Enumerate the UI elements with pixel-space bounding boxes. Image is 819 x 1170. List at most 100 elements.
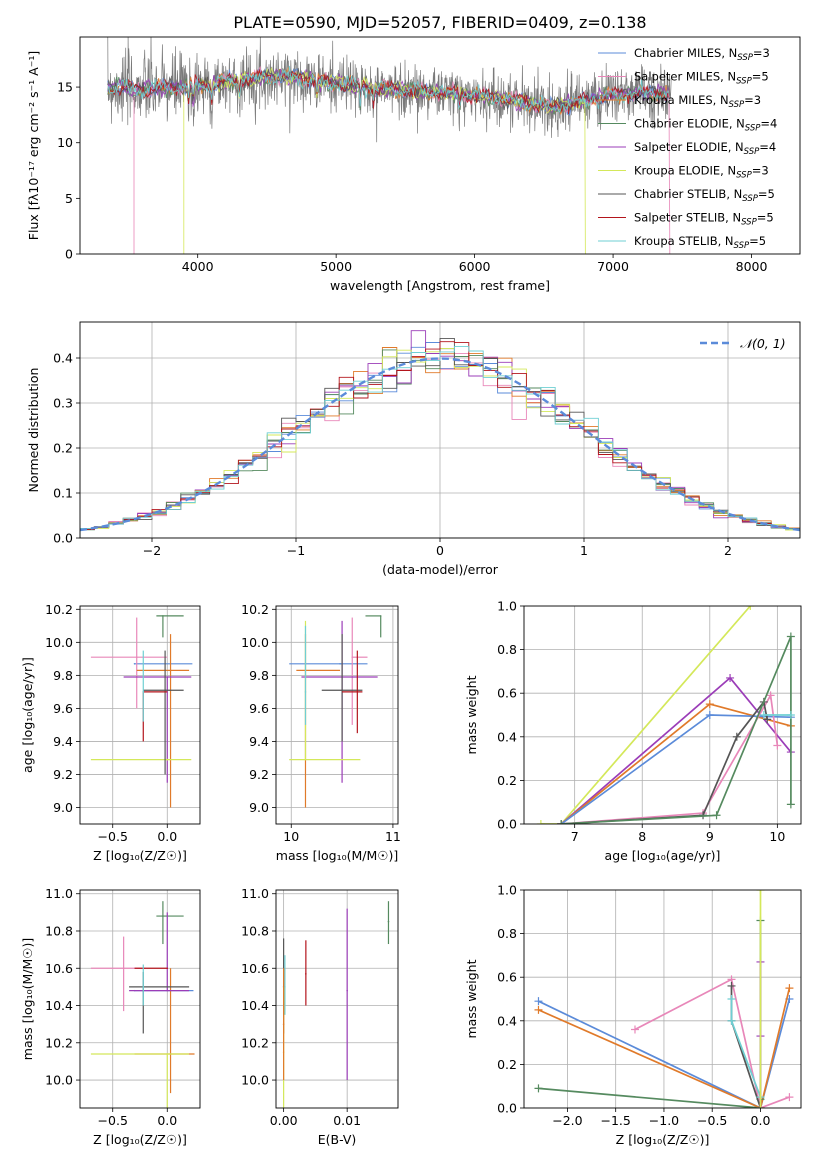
legend-label: Chabrier MILES, NSSP=3: [634, 46, 770, 63]
x-tick-label: −0.5: [98, 1113, 128, 1128]
point-kroupa_stelib: [304, 691, 307, 693]
y-tick-label: 0.4: [53, 351, 73, 366]
x-tick-label: −1: [287, 543, 305, 558]
gaussian-curve: [80, 357, 800, 532]
plot-area: [107, 37, 672, 254]
y-tick-label: 9.8: [249, 668, 269, 683]
x-tick-label: −2.0: [552, 1113, 582, 1128]
plot-area: [80, 890, 200, 1108]
y-tick-label: 10.0: [45, 1073, 73, 1088]
y-axis-label: mass weight: [464, 675, 479, 754]
model-line-kroupa_stelib: [107, 65, 669, 113]
x-axis-label: wavelength [Angstrom, rest frame]: [330, 278, 550, 293]
y-tick-label: 15: [57, 80, 73, 95]
axes-frame: [523, 889, 802, 1109]
y-tick-label: 0.0: [497, 817, 517, 832]
model-line-salpeter_stelib: [107, 68, 669, 114]
y-tick-label: 10.0: [241, 1073, 269, 1088]
panel-age_vs_Z: −0.5 0.0 9.0 9.2 9.4 9.6 9.8 10.0 10.2 Z [log₁₀(Z…: [20, 602, 201, 863]
weight-marker-chabrier_elodie: [786, 632, 795, 641]
weight-marker-salpeter_elodie: [726, 673, 735, 682]
weight-marker-chabrier_miles: [534, 997, 543, 1006]
plot-area: [524, 606, 801, 824]
y-axis-label: mass weight: [464, 959, 479, 1038]
x-axis-label: mass [log₁₀(M/M☉)]: [276, 848, 398, 863]
point-chabrier_elodie: [162, 615, 164, 617]
y-tick-label: 0.3: [53, 396, 73, 411]
x-axis-label: E(B-V): [318, 1132, 357, 1147]
weight-marker-kroupa_stelib: [727, 995, 736, 1003]
y-tick-label: 10.6: [241, 961, 269, 976]
axes-frame: [79, 36, 801, 255]
y-tick-label: 9.0: [53, 800, 73, 815]
weight-line-salpeter_elodie: [560, 676, 792, 824]
x-tick-label: 0.0: [751, 1113, 771, 1128]
weight-marker-kroupa_elodie: [756, 1104, 765, 1108]
y-tick-label: 10.0: [45, 635, 73, 650]
point-salpeter_elodie: [346, 989, 348, 992]
x-tick-label: −0.5: [697, 1113, 727, 1128]
x-tick-label: 0.0: [157, 1113, 177, 1128]
plot-area: [524, 890, 801, 1108]
x-tick-label: 10: [283, 829, 299, 844]
weight-marker-kroupa_stelib: [786, 711, 795, 719]
weight-marker-kroupa_miles: [705, 700, 714, 709]
weight-marker-salpeter_miles: [630, 1025, 639, 1034]
weight-marker-salpeter_miles: [766, 691, 775, 700]
weight-line-kroupa_miles: [560, 703, 792, 824]
figure-title: PLATE=0590, MJD=52057, FIBERID=0409, z=0…: [233, 13, 646, 32]
weight-marker-chabrier_stelib: [732, 732, 741, 741]
y-axis-label: mass [log₁₀(M/M☉)]: [20, 938, 35, 1060]
weight-line-chabrier_stelib: [561, 699, 769, 824]
weight-marker-chabrier_miles: [705, 711, 714, 719]
y-tick-label: 10.2: [45, 1035, 73, 1050]
plot-area: [80, 322, 800, 538]
axes-frame: [275, 889, 399, 1109]
y-tick-label: 10.8: [241, 923, 269, 938]
point-salpeter_stelib: [166, 967, 169, 970]
point-salpeter_miles: [351, 656, 354, 658]
y-tick-label: 10: [57, 135, 73, 150]
y-tick-label: 9.6: [249, 701, 269, 716]
weight-marker-salpeter_miles: [785, 1093, 794, 1102]
point-chabrier_miles: [133, 663, 136, 665]
legend-label: Salpeter MILES, NSSP=5: [634, 70, 769, 87]
spectrum-legend: Chabrier MILES, NSSP=3 Salpeter MILES, NS…: [598, 46, 777, 251]
y-axis-label: Normed distribution: [26, 368, 41, 493]
y-tick-label: 0.8: [497, 926, 517, 941]
y-tick-label: 0.4: [497, 1013, 517, 1028]
weight-marker-kroupa_miles: [534, 1005, 543, 1014]
x-tick-label: 2: [724, 543, 732, 558]
y-tick-label: 9.0: [249, 800, 269, 815]
y-tick-label: 0.6: [497, 686, 517, 701]
y-tick-label: 0.2: [53, 441, 73, 456]
panel-residuals: −2 −1 0 1 2 0.0 0.1 0.2 0.3 0.4 (data-model)/error…: [26, 321, 801, 577]
point-kroupa_miles: [169, 669, 172, 672]
axes-frame: [275, 605, 399, 825]
legend-label: Chabrier STELIB, NSSP=5: [634, 187, 775, 204]
point-kroupa_elodie: [304, 758, 307, 761]
point-salpeter_elodie: [166, 676, 169, 678]
x-tick-label: 1: [580, 543, 588, 558]
y-tick-label: 10.0: [241, 635, 269, 650]
weight-line-salpeter_miles: [634, 978, 790, 1108]
weight-marker-chabrier_elodie: [557, 820, 566, 824]
x-tick-label: 0.00: [270, 1113, 298, 1128]
weight-marker-chabrier_stelib: [727, 981, 736, 990]
x-axis-label: (data-model)/error: [382, 562, 499, 577]
axes-frame: [79, 889, 201, 1109]
weight-marker-kroupa_elodie: [756, 890, 765, 894]
point-chabrier_stelib: [341, 689, 343, 692]
y-tick-label: 9.4: [53, 734, 73, 749]
y-axis-label: age [log₁₀(age/yr)]: [20, 657, 35, 773]
x-tick-label: 8: [638, 829, 646, 844]
x-tick-label: 6000: [459, 259, 491, 274]
y-tick-label: 10.8: [45, 923, 73, 938]
panel-spectrum: 4000 5000 6000 7000 8000 0 5 10 15 wavelength [An…: [26, 36, 801, 293]
weight-line-chabrier_miles: [538, 998, 791, 1108]
weight-marker-chabrier_elodie: [786, 800, 795, 809]
y-tick-label: 9.2: [53, 767, 73, 782]
y-tick-label: 1.0: [497, 883, 517, 898]
y-tick-label: 10.2: [241, 602, 269, 617]
weight-marker-kroupa_stelib: [759, 711, 768, 719]
